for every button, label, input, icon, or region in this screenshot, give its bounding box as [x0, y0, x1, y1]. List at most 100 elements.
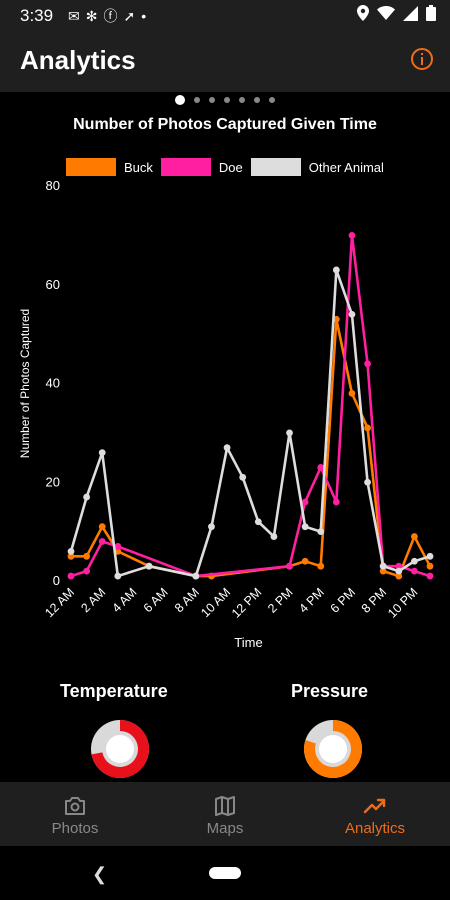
nav-maps[interactable]: Maps — [150, 782, 300, 846]
data-point-other-animal — [395, 567, 403, 575]
legend-swatch-doe — [160, 158, 211, 176]
x-tick-label: 2 AM — [78, 585, 108, 615]
pressure-gauge[interactable] — [303, 719, 363, 779]
legend-swatch-other-animal — [250, 158, 301, 176]
data-point-buck — [379, 567, 387, 575]
system-status-icons — [357, 5, 436, 21]
y-tick-label: 0 — [53, 573, 60, 588]
trending-up-icon — [363, 798, 386, 814]
data-point-doe — [332, 498, 340, 506]
series-line-other-animal — [69, 268, 431, 578]
nav-photos-label: Photos — [51, 820, 99, 837]
legend-item-buck[interactable]: Buck — [66, 158, 153, 176]
pressure-label: Pressure — [291, 681, 369, 701]
x-tick-label: 12 PM — [229, 585, 264, 620]
nav-analytics[interactable]: Analytics — [300, 782, 450, 846]
x-tick-label: 6 AM — [141, 585, 171, 615]
info-icon[interactable] — [410, 47, 434, 71]
messages-icon: ✉ — [68, 8, 86, 24]
bottom-navigation: Photos Maps Analytics — [0, 782, 450, 846]
data-point-doe — [98, 538, 106, 545]
page-dot[interactable] — [239, 97, 245, 103]
status-bar: 3:39 ✉✻ⓕ➚• — [0, 0, 450, 30]
nav-analytics-label: Analytics — [344, 820, 406, 837]
analytics-content — [0, 92, 450, 782]
temperature-label: Temperature — [60, 681, 168, 701]
location-icon — [357, 5, 369, 21]
data-point-doe — [301, 498, 309, 506]
y-tick-label: 60 — [46, 277, 60, 292]
chart-legend[interactable]: Buck Doe Other Animal — [66, 158, 392, 176]
back-icon[interactable]: ❮ — [92, 864, 108, 884]
data-point-other-animal — [98, 449, 106, 457]
y-axis-label: Number of Photos Captured — [18, 309, 32, 458]
navigation-icon: ➚ — [123, 8, 142, 24]
temperature-gauge[interactable] — [90, 719, 150, 779]
data-point-other-animal — [410, 557, 418, 565]
legend-item-other-animal[interactable]: Other Animal — [250, 158, 384, 176]
x-tick-label: 2 PM — [265, 585, 296, 616]
legend-item-doe[interactable]: Doe — [160, 158, 243, 176]
fan-icon: ✻ — [85, 8, 104, 24]
data-point-other-animal — [114, 572, 122, 580]
legend-label-buck: Buck — [124, 159, 153, 175]
series-line-buck — [71, 318, 432, 578]
system-navigation-bar: ❮ — [0, 846, 450, 900]
data-point-other-animal — [223, 444, 231, 452]
x-tick-label: 10 PM — [385, 585, 420, 620]
page-dot[interactable] — [254, 97, 260, 103]
data-point-buck — [364, 424, 371, 432]
status-time: 3:39 — [20, 6, 54, 25]
data-point-other-animal — [67, 547, 75, 555]
gauge-fill — [304, 720, 363, 778]
data-point-doe — [83, 567, 91, 575]
page-dot[interactable] — [269, 97, 275, 103]
data-point-doe — [348, 231, 356, 239]
gauge-center — [106, 735, 134, 763]
data-point-buck — [83, 552, 91, 560]
data-point-buck — [317, 562, 325, 570]
data-point-other-animal — [348, 310, 356, 318]
legend-label-other-animal: Other Animal — [308, 159, 384, 175]
gauge-fill — [91, 720, 149, 778]
data-point-doe — [395, 562, 403, 570]
data-point-other-animal — [286, 429, 293, 437]
data-point-other-animal — [192, 572, 200, 580]
x-axis-label: Time — [234, 635, 262, 650]
data-point-other-animal — [254, 518, 262, 526]
page-dot[interactable] — [194, 97, 200, 103]
y-tick-label: 20 — [46, 474, 60, 489]
x-tick-label: 12 AM — [42, 585, 77, 620]
wifi-icon — [377, 6, 395, 20]
data-point-buck — [98, 523, 106, 531]
x-tick-label: 4 PM — [296, 585, 327, 616]
battery-icon — [426, 5, 436, 21]
page-dot[interactable] — [209, 97, 215, 103]
nav-photos[interactable]: Photos — [0, 782, 150, 846]
legend-label-doe: Doe — [218, 159, 243, 175]
page-dot[interactable] — [175, 95, 185, 105]
x-tick-label: 6 PM — [328, 585, 359, 616]
data-point-doe — [67, 572, 75, 580]
gauge-center — [319, 735, 347, 763]
data-point-doe — [317, 464, 325, 471]
signal-icon — [403, 5, 418, 21]
map-icon — [215, 796, 235, 816]
x-tick-label: 10 AM — [198, 585, 233, 620]
page-dot[interactable] — [224, 97, 230, 103]
home-pill-icon[interactable] — [209, 867, 241, 879]
page-indicator[interactable] — [0, 95, 450, 105]
data-point-buck — [426, 562, 434, 570]
notification-icons: ✉✻ⓕ➚• — [68, 6, 152, 26]
data-point-buck — [395, 572, 403, 580]
data-point-buck — [67, 552, 75, 560]
data-point-other-animal — [426, 552, 434, 560]
data-point-buck — [301, 557, 309, 565]
data-point-other-animal — [145, 562, 153, 570]
data-point-doe — [426, 572, 434, 580]
x-tick-label: 4 AM — [110, 585, 140, 615]
nav-maps-label: Maps — [206, 820, 244, 837]
camera-icon — [65, 797, 85, 815]
data-point-other-animal — [83, 493, 91, 501]
